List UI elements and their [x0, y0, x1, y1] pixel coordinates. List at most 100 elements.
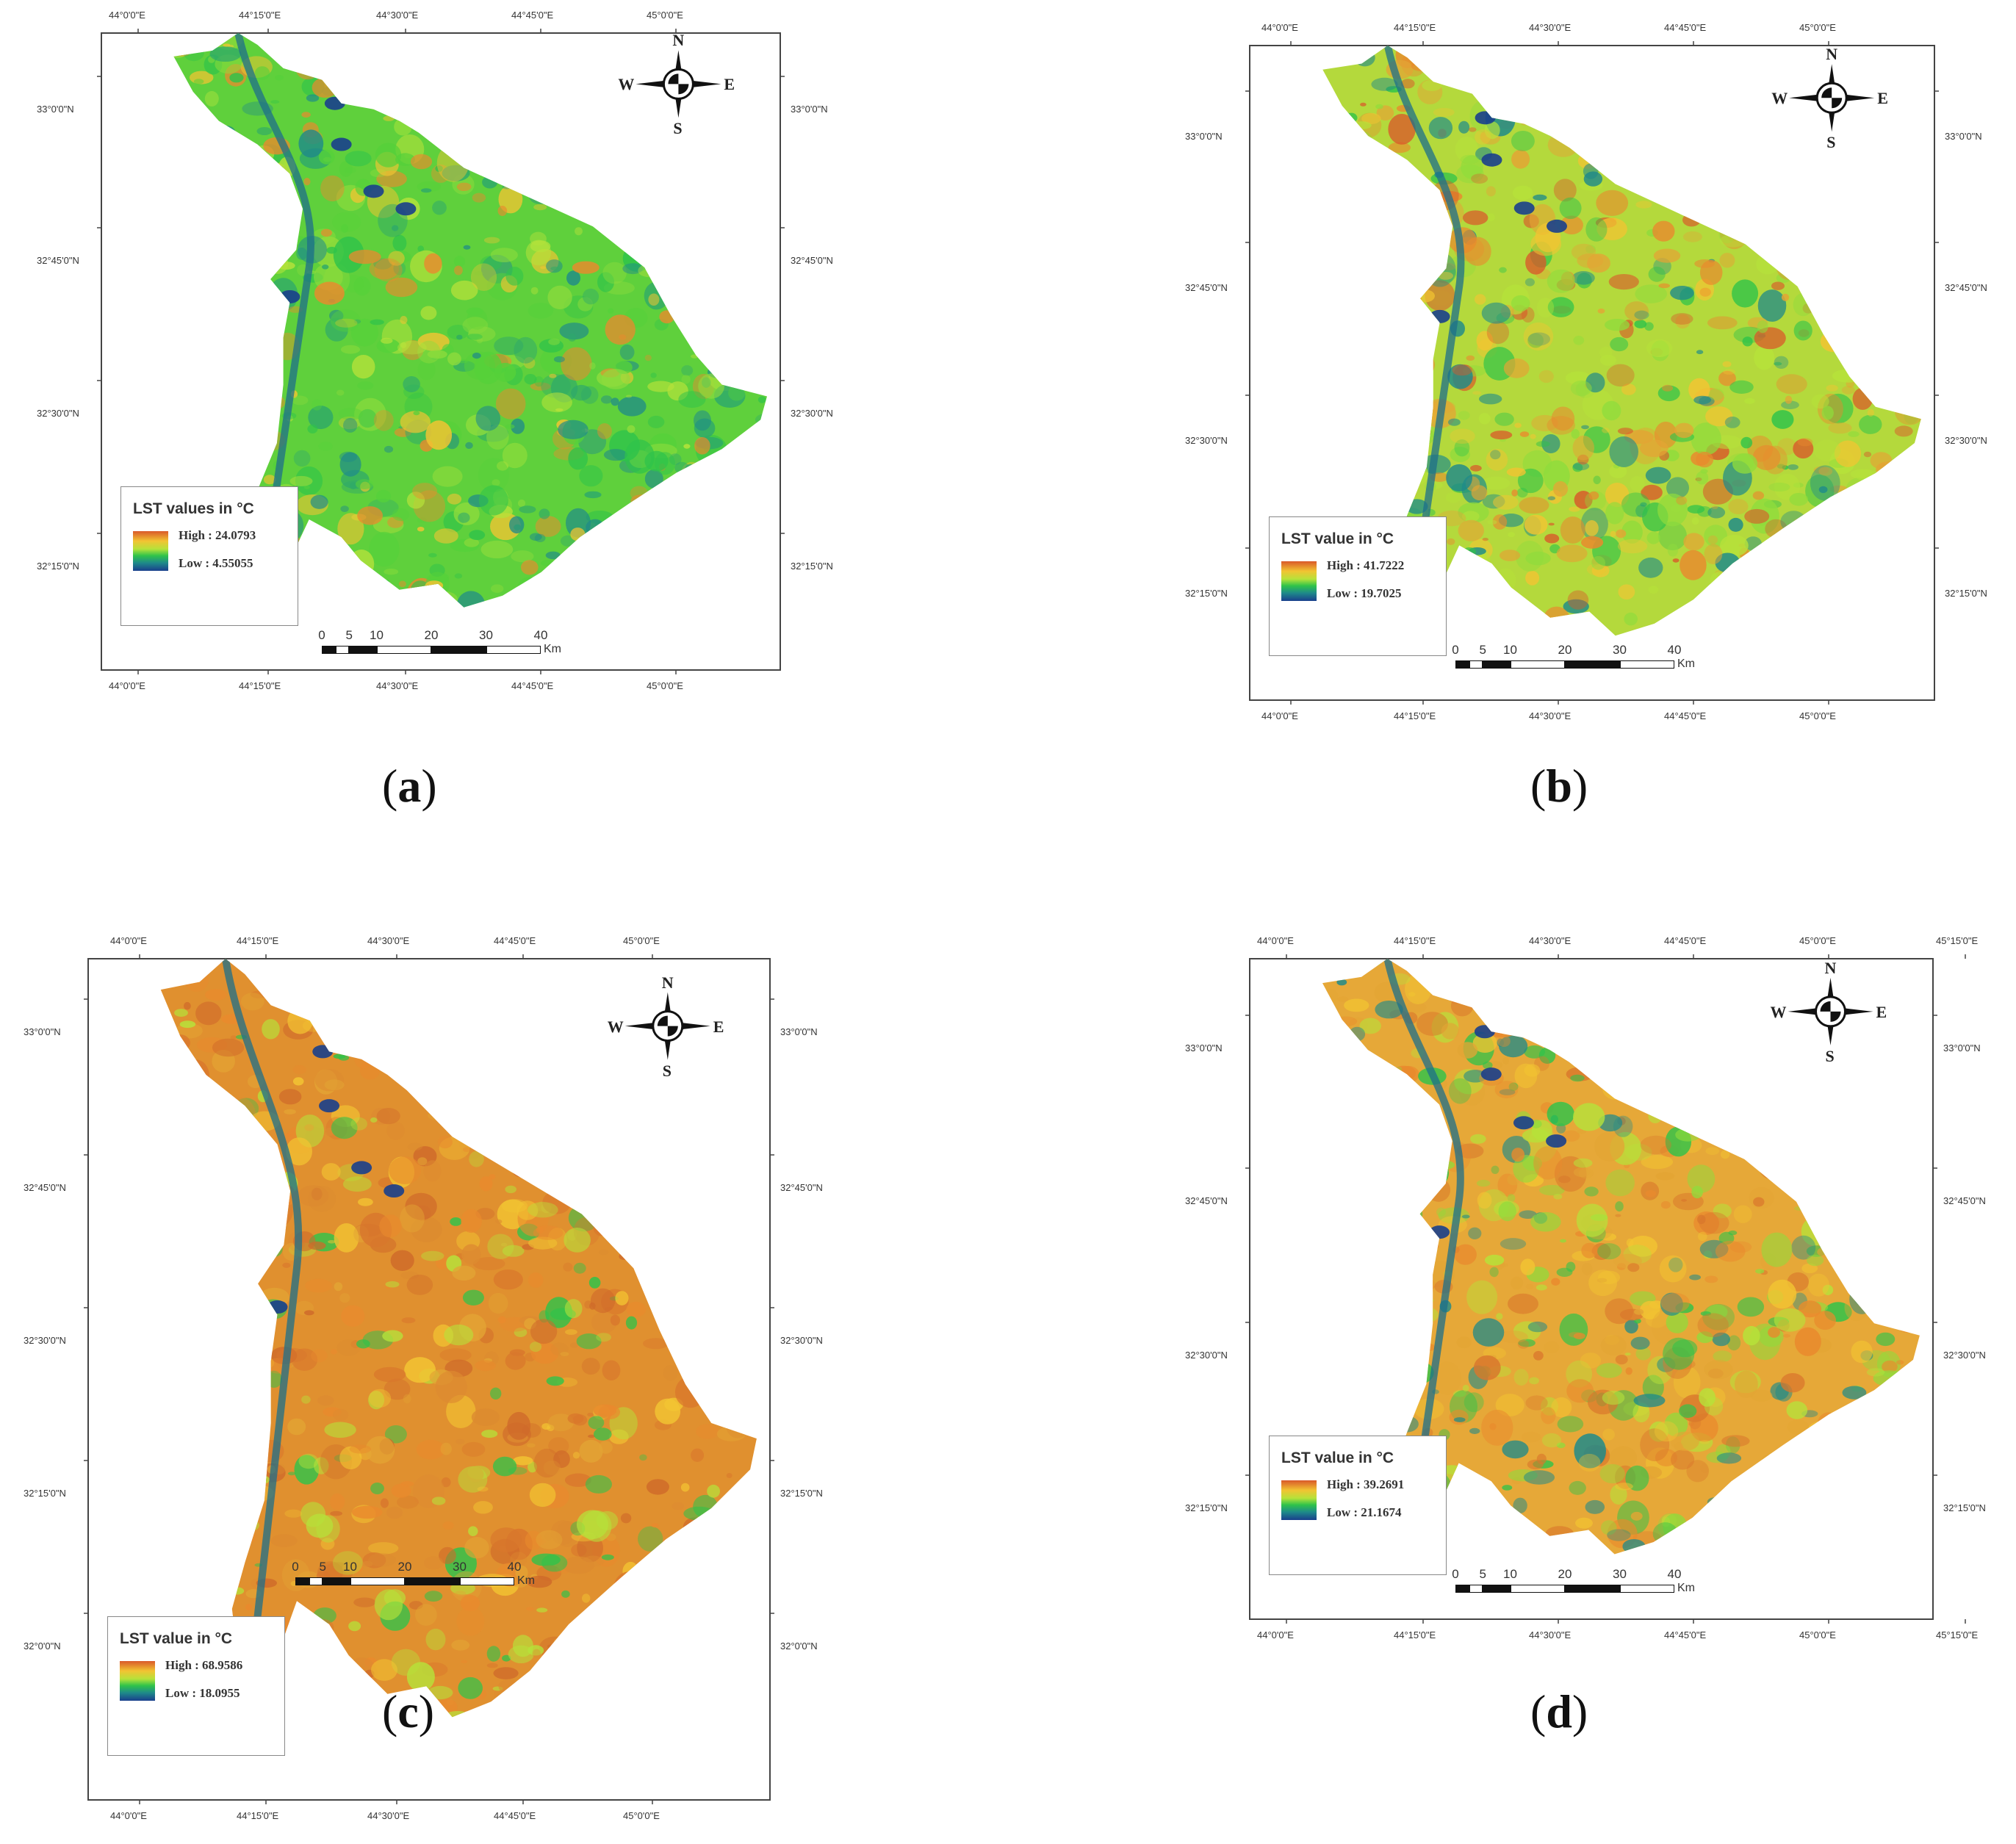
- raster-patch: [1371, 77, 1398, 91]
- raster-patch: [565, 1329, 577, 1335]
- raster-patch: [1848, 431, 1860, 437]
- legend-color-ramp: [120, 1661, 155, 1701]
- raster-patch: [502, 1654, 511, 1662]
- scale-segment: [349, 646, 377, 654]
- raster-patch: [1557, 1416, 1584, 1433]
- raster-patch: [1633, 1394, 1666, 1408]
- raster-patch: [1834, 440, 1862, 467]
- raster-patch: [1457, 1042, 1478, 1059]
- raster-patch: [1876, 1332, 1896, 1347]
- water-body: [319, 1099, 340, 1113]
- legend-box: LST values in °C High : 24.0793 Low : 4.55…: [120, 486, 298, 626]
- scale-segment: [459, 1577, 514, 1585]
- raster-patch: [488, 1292, 508, 1314]
- raster-patch: [510, 1552, 528, 1567]
- raster-patch: [575, 227, 583, 236]
- scale-segment: [1510, 660, 1565, 669]
- raster-patch: [304, 1124, 314, 1131]
- compass-w-label: W: [1770, 1002, 1787, 1021]
- raster-patch: [1578, 1453, 1601, 1472]
- raster-patch: [375, 143, 402, 168]
- raster-patch: [1522, 1156, 1542, 1171]
- map-canvas: [1245, 41, 1939, 705]
- raster-patch: [563, 1262, 573, 1272]
- raster-patch: [452, 1265, 476, 1281]
- raster-patch: [1523, 1470, 1555, 1485]
- lat-tick-right: 32°30'0"N: [780, 1335, 823, 1346]
- scale-label: 10: [1503, 643, 1517, 657]
- raster-patch: [1626, 1238, 1634, 1247]
- raster-patch: [380, 1498, 389, 1508]
- raster-patch: [1740, 436, 1753, 449]
- compass-rose-icon: [624, 992, 710, 1060]
- raster-patch: [458, 512, 470, 523]
- lon-tick-top: 44°15'0"E: [1394, 935, 1436, 946]
- raster-patch: [546, 1376, 564, 1386]
- raster-patch: [1813, 439, 1841, 461]
- raster-patch: [1616, 529, 1627, 539]
- raster-patch: [505, 1185, 516, 1194]
- raster-patch: [1496, 1313, 1503, 1320]
- raster-patch: [596, 1333, 611, 1342]
- raster-patch: [1502, 1440, 1529, 1459]
- raster-patch: [527, 1443, 536, 1448]
- raster-patch: [1638, 557, 1663, 578]
- raster-patch: [470, 263, 497, 292]
- scale-label: 0: [318, 628, 325, 642]
- raster-patch: [1737, 1297, 1765, 1317]
- raster-patch: [341, 1305, 365, 1327]
- raster-patch: [304, 1310, 314, 1316]
- raster-patch: [1574, 491, 1593, 509]
- raster-patch: [342, 1561, 364, 1574]
- raster-patch: [447, 493, 462, 505]
- raster-patch: [525, 239, 552, 266]
- raster-patch: [423, 1160, 442, 1182]
- raster-patch: [1609, 436, 1638, 467]
- raster-patch: [292, 1077, 304, 1086]
- raster-patch: [370, 1117, 378, 1123]
- raster-patch: [1436, 1207, 1446, 1217]
- raster-patch: [514, 336, 538, 364]
- raster-patch: [229, 73, 244, 83]
- raster-patch: [1519, 1210, 1537, 1219]
- lat-tick-right: 32°30'0"N: [1943, 1350, 1986, 1361]
- raster-patch: [1458, 120, 1470, 134]
- raster-patch: [334, 1282, 343, 1292]
- raster-patch: [576, 1333, 602, 1350]
- caption-open-paren: (: [1530, 760, 1547, 812]
- raster-patch: [1452, 364, 1472, 376]
- raster-patch: [1679, 1404, 1697, 1418]
- raster-patch: [311, 1349, 328, 1363]
- scale-segment: [1483, 660, 1511, 669]
- raster-patch: [1645, 1189, 1656, 1197]
- raster-patch: [1547, 496, 1555, 500]
- lon-tick-top: 45°0'0"E: [1799, 22, 1836, 33]
- raster-patch: [1735, 1370, 1758, 1399]
- raster-patch: [509, 1349, 525, 1356]
- scale-unit: Km: [1677, 658, 1695, 670]
- raster-patch: [1624, 1353, 1631, 1355]
- raster-patch: [1771, 410, 1794, 429]
- raster-patch: [1602, 400, 1621, 421]
- raster-patch: [1728, 499, 1749, 514]
- raster-patch: [342, 1176, 372, 1192]
- raster-patch: [1593, 475, 1601, 485]
- raster-patch: [489, 1174, 496, 1180]
- raster-patch: [1807, 1254, 1824, 1267]
- raster-patch: [417, 332, 450, 351]
- raster-patch: [1454, 439, 1470, 457]
- raster-patch: [1573, 1158, 1593, 1168]
- raster-patch: [1585, 1499, 1605, 1514]
- scale-label: 5: [319, 1560, 326, 1574]
- raster-patch: [1472, 391, 1482, 395]
- raster-patch: [1521, 1431, 1541, 1443]
- legend-title: LST value in °C: [120, 1630, 233, 1647]
- raster-patch: [354, 397, 386, 431]
- raster-patch: [1511, 489, 1518, 497]
- raster-patch: [298, 1185, 329, 1207]
- raster-patch: [1482, 538, 1488, 541]
- lat-tick-left: 32°30'0"N: [37, 408, 79, 419]
- compass-e-label: E: [713, 1017, 724, 1036]
- lon-tick-bottom: 44°30'0"E: [376, 680, 419, 691]
- raster-patch: [371, 1659, 397, 1681]
